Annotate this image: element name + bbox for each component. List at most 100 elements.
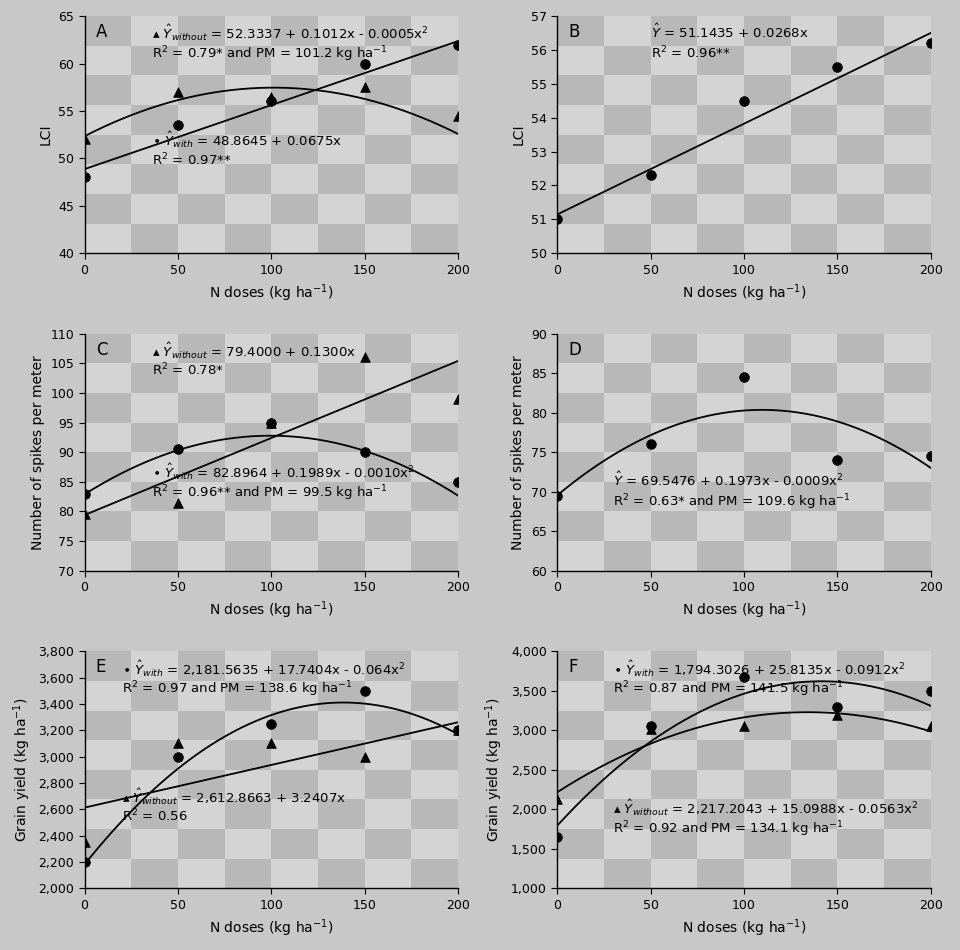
Bar	[884, 393, 931, 423]
Point	[829, 707, 845, 722]
Bar	[318, 711, 365, 740]
Bar	[884, 829, 931, 859]
Point	[170, 118, 185, 133]
Bar	[412, 711, 458, 740]
Bar	[604, 75, 651, 105]
Bar	[558, 363, 604, 393]
Bar	[84, 223, 132, 253]
Bar	[272, 46, 318, 75]
Text: $\bullet$ $\hat{Y}_{with}$ = 1,794.3026 + 25.8135x - 0.0912x$^{2}$: $\bullet$ $\hat{Y}_{with}$ = 1,794.3026 …	[613, 658, 905, 678]
Bar	[178, 423, 225, 452]
Bar	[604, 333, 651, 363]
Bar	[225, 164, 272, 194]
Text: R$^{2}$ = 0.79* and PM = 101.2 kg ha$^{-1}$: R$^{2}$ = 0.79* and PM = 101.2 kg ha$^{-…	[152, 45, 388, 65]
Bar	[225, 423, 272, 452]
Bar	[604, 859, 651, 888]
Point	[264, 89, 279, 104]
Y-axis label: LCI: LCI	[38, 124, 53, 145]
Bar	[412, 740, 458, 770]
Bar	[272, 194, 318, 223]
Point	[736, 370, 752, 385]
Text: A: A	[96, 23, 108, 41]
Point	[829, 59, 845, 74]
Bar	[744, 859, 791, 888]
Bar	[365, 363, 412, 393]
Bar	[272, 740, 318, 770]
Text: $\hat{Y}$ = 51.1435 + 0.0268x: $\hat{Y}$ = 51.1435 + 0.0268x	[651, 23, 808, 42]
Bar	[365, 75, 412, 105]
Point	[264, 716, 279, 732]
Bar	[272, 16, 318, 46]
Bar	[744, 194, 791, 223]
Bar	[651, 452, 697, 482]
Point	[357, 56, 372, 71]
Bar	[837, 740, 884, 770]
Bar	[558, 135, 604, 164]
Bar	[744, 16, 791, 46]
Bar	[365, 681, 412, 711]
Bar	[412, 511, 458, 542]
Bar	[318, 652, 365, 681]
Bar	[697, 393, 744, 423]
Bar	[412, 135, 458, 164]
Bar	[837, 105, 884, 135]
Text: $\blacktriangle$ $\hat{Y}_{without}$ = 2,217.2043 + 15.0988x - 0.0563x$^{2}$: $\blacktriangle$ $\hat{Y}_{without}$ = 2…	[613, 798, 919, 819]
Bar	[365, 711, 412, 740]
Point	[264, 415, 279, 430]
X-axis label: N doses (kg ha$^{-1}$): N doses (kg ha$^{-1}$)	[209, 918, 333, 939]
Bar	[558, 223, 604, 253]
Point	[924, 448, 939, 464]
Bar	[791, 223, 837, 253]
Bar	[84, 859, 132, 888]
Bar	[272, 164, 318, 194]
Bar	[412, 800, 458, 829]
Bar	[272, 800, 318, 829]
Bar	[558, 105, 604, 135]
Point	[357, 80, 372, 95]
Bar	[837, 542, 884, 571]
Bar	[318, 542, 365, 571]
Bar	[651, 511, 697, 542]
Bar	[318, 482, 365, 511]
Bar	[791, 652, 837, 681]
Bar	[651, 194, 697, 223]
Bar	[225, 363, 272, 393]
Bar	[132, 135, 178, 164]
Bar	[604, 681, 651, 711]
Bar	[884, 223, 931, 253]
Text: $\bullet$ $\hat{Y}_{with}$ = 2,181.5635 + 17.7404x - 0.064x$^{2}$: $\bullet$ $\hat{Y}_{with}$ = 2,181.5635 …	[122, 658, 405, 678]
Bar	[837, 681, 884, 711]
Bar	[272, 333, 318, 363]
Bar	[744, 800, 791, 829]
Bar	[365, 511, 412, 542]
Bar	[791, 46, 837, 75]
Point	[77, 486, 92, 502]
Bar	[651, 363, 697, 393]
Bar	[651, 16, 697, 46]
Bar	[318, 16, 365, 46]
Bar	[604, 46, 651, 75]
Bar	[178, 482, 225, 511]
Bar	[604, 542, 651, 571]
Bar	[84, 16, 132, 46]
Bar	[837, 423, 884, 452]
Bar	[697, 105, 744, 135]
Bar	[604, 482, 651, 511]
Bar	[884, 740, 931, 770]
Bar	[651, 770, 697, 800]
Bar	[604, 652, 651, 681]
Bar	[791, 770, 837, 800]
Bar	[697, 770, 744, 800]
Point	[264, 736, 279, 751]
Text: $\blacktriangle$ $\hat{Y}_{without}$ = 2,612.8663 + 3.2407x: $\blacktriangle$ $\hat{Y}_{without}$ = 2…	[122, 787, 346, 807]
Bar	[558, 423, 604, 452]
Bar	[791, 194, 837, 223]
Bar	[412, 681, 458, 711]
Bar	[791, 164, 837, 194]
Bar	[697, 740, 744, 770]
Bar	[697, 363, 744, 393]
Bar	[697, 542, 744, 571]
Bar	[837, 75, 884, 105]
Bar	[178, 105, 225, 135]
Bar	[604, 135, 651, 164]
